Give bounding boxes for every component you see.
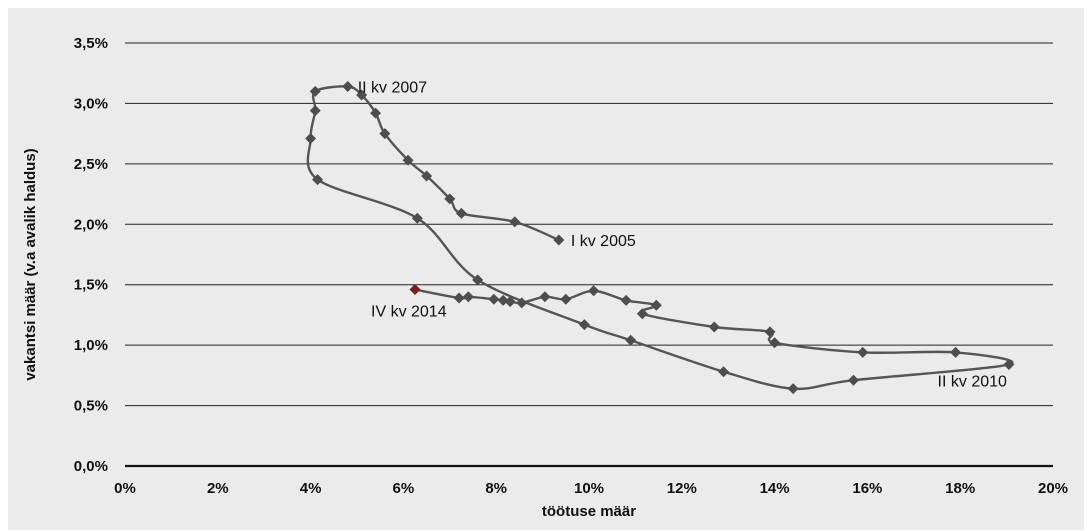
data-point — [356, 89, 368, 101]
data-point — [379, 128, 391, 140]
data-point — [453, 292, 465, 304]
data-point — [462, 291, 474, 303]
data-point — [472, 274, 484, 286]
chart-svg: 0,0% 0,5% 1,0% 1,5% 2,0% 2,5% 3,0% 3,5% 0% 2% 4% 6… — [22, 35, 1068, 520]
y-tick-labels: 0,0% 0,5% 1,0% 1,5% 2,0% 2,5% 3,0% 3,5% — [74, 35, 108, 475]
data-point — [421, 170, 433, 182]
data-point — [539, 291, 551, 303]
data-point — [509, 216, 521, 228]
data-point — [764, 326, 776, 338]
data-point — [342, 81, 354, 93]
x-tick-label: 10% — [574, 480, 604, 497]
y-tick-label: 1,0% — [74, 337, 108, 354]
x-tick-labels: 0% 2% 4% 6% 8% 10% 12% 14% 16% 18% 20% — [114, 480, 1068, 497]
y-tick-label: 3,5% — [74, 35, 108, 52]
data-point — [560, 293, 572, 305]
data-point — [370, 107, 382, 119]
data-point — [847, 374, 859, 386]
annotations: I kv 2005 II kv 2007 II kv 2010 IV kv 2014 — [358, 80, 1007, 391]
y-tick-label: 0,5% — [74, 398, 108, 415]
data-point — [444, 193, 456, 205]
y-tick-label: 2,5% — [74, 156, 108, 173]
x-tick-label: 4% — [300, 480, 322, 497]
y-tick-label: 3,0% — [74, 95, 108, 112]
annotation-label: IV kv 2014 — [371, 304, 447, 321]
series-points — [305, 81, 1015, 395]
y-tick-label: 0,0% — [74, 458, 108, 475]
data-point — [650, 299, 662, 311]
chart-panel: 0,0% 0,5% 1,0% 1,5% 2,0% 2,5% 3,0% 3,5% 0% 2% 4% 6… — [8, 8, 1084, 530]
data-point — [309, 105, 321, 117]
data-point — [516, 297, 528, 309]
x-tick-label: 8% — [485, 480, 507, 497]
data-point — [312, 174, 324, 186]
data-point — [504, 296, 516, 308]
data-point — [625, 334, 637, 346]
x-tick-label: 18% — [945, 480, 975, 497]
data-point — [411, 212, 423, 224]
data-point — [708, 321, 720, 333]
data-point — [769, 337, 781, 349]
x-tick-label: 16% — [852, 480, 882, 497]
gridlines — [125, 42, 1053, 468]
data-point — [488, 293, 500, 305]
data-point — [409, 284, 421, 296]
x-tick-label: 14% — [760, 480, 790, 497]
y-tick-label: 2,0% — [74, 216, 108, 233]
x-tick-label: 0% — [114, 480, 136, 497]
x-tick-label: 6% — [393, 480, 415, 497]
data-point — [636, 308, 648, 320]
x-tick-label: 12% — [667, 480, 697, 497]
data-point — [950, 346, 962, 358]
data-point — [578, 319, 590, 331]
data-point — [402, 154, 414, 166]
annotation-label: II kv 2007 — [358, 80, 427, 97]
y-axis-title: vakantsi määr (v.a avalik haldus) — [22, 148, 39, 380]
y-tick-label: 1,5% — [74, 277, 108, 294]
data-point — [553, 234, 565, 246]
data-point — [455, 207, 467, 219]
data-point — [857, 346, 869, 358]
data-point — [620, 294, 632, 306]
data-point — [718, 366, 730, 378]
data-point — [787, 383, 799, 395]
series-line — [306, 85, 1014, 391]
x-tick-label: 2% — [207, 480, 229, 497]
data-point — [1003, 358, 1015, 370]
data-point — [305, 132, 317, 144]
annotation-label: I kv 2005 — [571, 233, 636, 250]
x-axis-title: töötuse määr — [542, 503, 636, 520]
annotation-label: II kv 2010 — [938, 373, 1007, 390]
x-tick-label: 20% — [1038, 480, 1068, 497]
data-point — [309, 85, 321, 97]
data-point — [588, 285, 600, 297]
data-point — [497, 294, 509, 306]
